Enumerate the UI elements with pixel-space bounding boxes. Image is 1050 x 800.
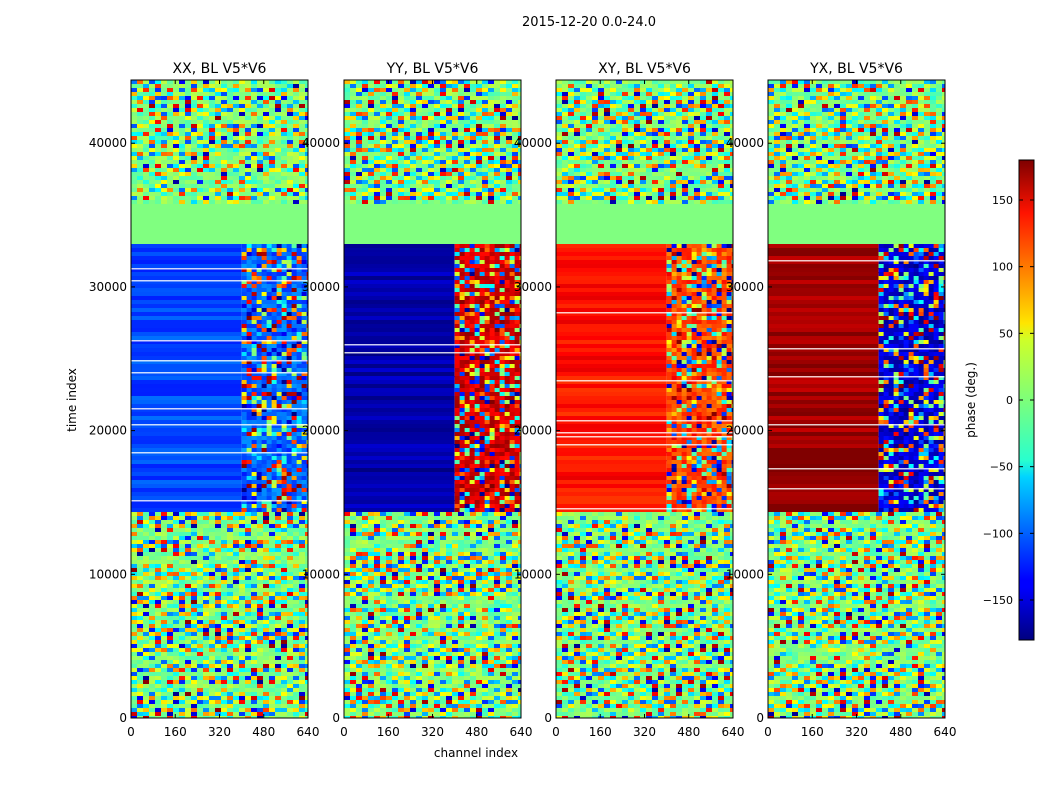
x-tick-label: 320 (845, 725, 868, 739)
heatmap-image (131, 80, 308, 718)
panel-2: XY, BL V5*V6 0 160 320 480 640 0 10000 20000 3000… (514, 61, 745, 739)
x-tick-label: 0 (127, 725, 135, 739)
y-tick-label: 0 (119, 711, 127, 725)
x-tick-label: 160 (589, 725, 612, 739)
x-tick-label: 480 (252, 725, 275, 739)
y-tick-label: 30000 (302, 280, 340, 294)
y-tick-label: 40000 (302, 136, 340, 150)
figure-suptitle: 2015-12-20 0.0-24.0 (522, 15, 656, 30)
x-tick-label: 480 (677, 725, 700, 739)
panel-title: XX, BL V5*V6 (173, 61, 267, 77)
x-tick-label: 160 (164, 725, 187, 739)
y-tick-label: 10000 (726, 567, 764, 581)
colorbar-tick-label: 150 (992, 194, 1013, 207)
x-tick-label: 160 (377, 725, 400, 739)
y-tick-label: 40000 (726, 136, 764, 150)
x-tick-label: 480 (465, 725, 488, 739)
y-tick-label: 0 (332, 711, 340, 725)
panel-title: XY, BL V5*V6 (598, 61, 691, 77)
colorbar-label: phase (deg.) (964, 362, 978, 438)
x-tick-label: 160 (801, 725, 824, 739)
panel-3: YX, BL V5*V6 0 160 320 480 640 0 10000 20000 3000… (726, 61, 957, 739)
y-tick-label: 0 (544, 711, 552, 725)
x-tick-label: 480 (889, 725, 912, 739)
y-tick-label: 10000 (89, 567, 127, 581)
y-tick-label: 10000 (302, 567, 340, 581)
y-tick-label: 30000 (514, 280, 552, 294)
colorbar-tick-label: 0 (1006, 394, 1013, 407)
colorbar-tick-label: −50 (990, 461, 1013, 474)
colorbar-tick-label: 50 (999, 327, 1013, 340)
y-axis-label: time index (65, 368, 79, 432)
panel-title: YY, BL V5*V6 (386, 61, 479, 77)
x-tick-label: 640 (722, 725, 745, 739)
y-tick-label: 40000 (514, 136, 552, 150)
y-tick-label: 20000 (89, 424, 127, 438)
x-tick-label: 640 (934, 725, 957, 739)
panel-title: YX, BL V5*V6 (809, 61, 903, 77)
colorbar-tick-label: −100 (983, 527, 1013, 540)
y-tick-label: 20000 (726, 424, 764, 438)
y-tick-label: 40000 (89, 136, 127, 150)
x-tick-label: 320 (421, 725, 444, 739)
heatmap-image (768, 80, 945, 718)
colorbar-tick-label: −150 (983, 594, 1013, 607)
y-tick-label: 0 (756, 711, 764, 725)
y-tick-label: 20000 (302, 424, 340, 438)
x-tick-label: 640 (510, 725, 533, 739)
y-tick-label: 30000 (89, 280, 127, 294)
heatmap-image (556, 80, 733, 718)
y-tick-label: 30000 (726, 280, 764, 294)
colorbar: −150 −100 −50 0 50 100 150 phase (deg.) (964, 159, 1035, 641)
y-tick-label: 20000 (514, 424, 552, 438)
y-tick-label: 10000 (514, 567, 552, 581)
heatmap-panels: XX, BL V5*V6 0 160 320 480 640 0 10000 20000 3000… (89, 61, 957, 739)
x-tick-label: 0 (552, 725, 560, 739)
x-axis-label: channel index (434, 746, 518, 760)
panel-1: YY, BL V5*V6 0 160 320 480 640 0 10000 20000 3000… (302, 61, 533, 739)
x-tick-label: 0 (340, 725, 348, 739)
x-tick-label: 640 (297, 725, 320, 739)
colorbar-tick-label: 100 (992, 261, 1013, 274)
x-tick-label: 320 (208, 725, 231, 739)
colorbar-ticks: −150 −100 −50 0 50 100 150 (983, 194, 1034, 607)
panel-0: XX, BL V5*V6 0 160 320 480 640 0 10000 20000 3000… (89, 61, 320, 739)
heatmap-image (344, 80, 521, 718)
x-tick-label: 0 (764, 725, 772, 739)
x-tick-label: 320 (633, 725, 656, 739)
